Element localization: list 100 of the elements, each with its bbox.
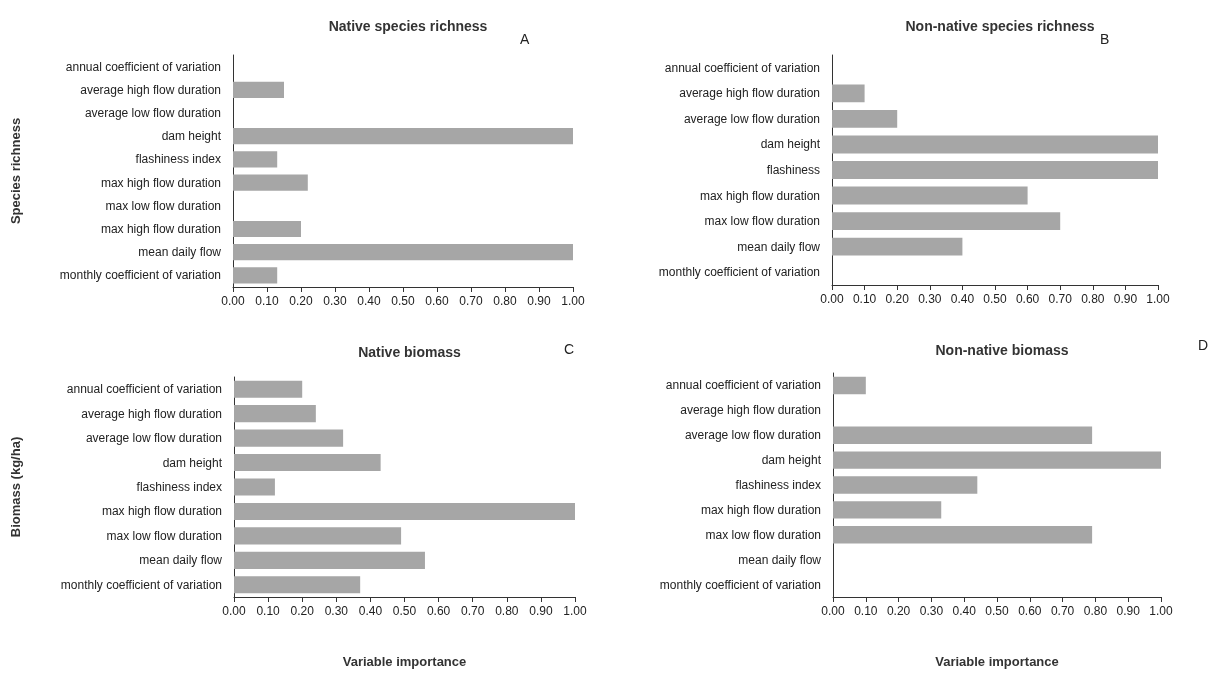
x-tick-label: 0.90 xyxy=(1116,604,1141,618)
y-tick-label: average high flow duration xyxy=(680,403,821,418)
bar xyxy=(234,527,402,545)
bar xyxy=(233,81,284,98)
x-tick-label: 0.90 xyxy=(529,604,553,618)
bar xyxy=(233,267,278,284)
x-tick-label: 0.10 xyxy=(255,294,279,308)
y-tick-label: max low flow duration xyxy=(705,527,821,542)
bar xyxy=(833,501,942,519)
y-tick-label: monthly coefficient of variation xyxy=(658,265,820,280)
bar xyxy=(233,174,308,191)
x-axis-title: Variable importance xyxy=(342,654,467,669)
y-tick-label: monthly coefficient of variation xyxy=(659,577,821,592)
bar xyxy=(832,135,1158,154)
x-tick-label: 0.90 xyxy=(527,294,551,308)
y-tick-label: monthly coefficient of variation xyxy=(60,577,222,592)
bar xyxy=(233,151,278,168)
x-tick-label: 0.80 xyxy=(1083,604,1108,618)
x-tick-label: 0.30 xyxy=(324,604,349,618)
text: C xyxy=(564,341,575,357)
x-tick-label: 0.20 xyxy=(290,604,315,618)
x-tick-label: 0.20 xyxy=(885,292,910,306)
y-tick-label: annual coefficient of variation xyxy=(664,60,820,75)
x-tick-label: 0.20 xyxy=(289,294,313,308)
x-tick-label: 0.10 xyxy=(852,292,877,306)
y-tick-label: monthly coefficient of variation xyxy=(59,268,221,283)
x-tick-label: 0.40 xyxy=(950,292,975,306)
y-axis-title: Biomass (kg/ha) xyxy=(8,436,23,538)
bar xyxy=(233,128,573,145)
bar xyxy=(833,451,1161,469)
bar xyxy=(234,576,361,594)
y-tick-label: max low flow duration xyxy=(105,198,221,213)
y-tick-label: max low flow duration xyxy=(704,214,820,229)
bar xyxy=(234,478,275,496)
chart-title: Non-native species richness xyxy=(905,18,1095,34)
y-tick-label: flashiness index xyxy=(136,480,222,494)
x-axis-title: Variable importance xyxy=(935,654,1059,669)
bar xyxy=(832,109,898,128)
x-tick-label: 0.80 xyxy=(493,294,517,308)
bar xyxy=(832,161,1158,179)
chart-title: Native biomass xyxy=(358,344,462,360)
y-tick-label: average low flow duration xyxy=(683,111,820,126)
bar xyxy=(833,476,978,494)
x-tick-label: 0.60 xyxy=(1015,292,1040,306)
x-tick-label: 0.60 xyxy=(426,604,451,618)
y-tick-label: max low flow duration xyxy=(106,528,222,543)
y-tick-label: average low flow duration xyxy=(84,106,221,120)
y-tick-label: average high flow duration xyxy=(679,86,820,101)
y-tick-label: mean daily flow xyxy=(138,245,222,260)
x-tick-label: 0.00 xyxy=(821,604,845,618)
bar xyxy=(233,244,573,261)
x-tick-label: 0.70 xyxy=(459,294,483,308)
y-tick-label: average low flow duration xyxy=(684,428,821,443)
x-tick-label: 0.30 xyxy=(919,604,944,618)
x-tick-label: 0.80 xyxy=(495,604,519,618)
x-tick-label: 0.40 xyxy=(357,294,381,308)
y-axis-title: Species richness xyxy=(8,117,23,225)
bar xyxy=(832,237,963,256)
bar xyxy=(234,429,344,447)
y-tick-label: annual coefficient of variation xyxy=(665,378,821,393)
text: A xyxy=(520,31,530,47)
bar xyxy=(832,186,1028,205)
y-tick-label: annual coefficient of variation xyxy=(66,382,222,397)
x-tick-label: 0.20 xyxy=(886,604,911,618)
bar xyxy=(832,212,1061,231)
chart-title: Native species richness xyxy=(328,18,488,34)
y-tick-label: max high flow duration xyxy=(700,502,821,517)
bar xyxy=(832,84,865,103)
x-tick-label: 1.00 xyxy=(561,294,585,308)
bar xyxy=(833,376,866,395)
x-tick-label: 0.70 xyxy=(1048,292,1073,306)
x-tick-label: 0.80 xyxy=(1081,292,1105,306)
x-tick-label: 0.70 xyxy=(1050,604,1075,618)
y-tick-label: flashiness index xyxy=(735,478,821,492)
y-tick-label: flashiness xyxy=(766,163,820,177)
y-tick-label: dam height xyxy=(761,453,822,468)
bar xyxy=(233,220,301,238)
x-tick-label: 0.50 xyxy=(983,292,1007,306)
bar xyxy=(234,380,303,398)
x-tick-label: 0.00 xyxy=(222,604,246,618)
y-tick-label: dam height xyxy=(760,137,821,152)
x-tick-label: 1.00 xyxy=(1149,604,1173,618)
x-tick-label: 0.00 xyxy=(221,294,245,308)
y-tick-label: mean daily flow xyxy=(737,239,821,254)
x-tick-label: 0.50 xyxy=(392,604,417,618)
bar xyxy=(833,526,1093,544)
y-tick-label: mean daily flow xyxy=(738,552,822,567)
x-tick-label: 0.60 xyxy=(1018,604,1042,618)
x-tick-label: 0.50 xyxy=(985,604,1009,618)
y-tick-label: flashiness index xyxy=(135,152,221,167)
y-tick-label: max high flow duration xyxy=(100,175,221,190)
y-tick-label: average low flow duration xyxy=(85,431,222,446)
text: B xyxy=(1100,31,1110,47)
bar xyxy=(234,551,425,569)
x-tick-label: 0.10 xyxy=(256,604,281,618)
x-tick-label: 0.30 xyxy=(323,294,347,308)
y-tick-label: annual coefficient of variation xyxy=(65,59,221,74)
y-tick-label: dam height xyxy=(162,455,223,470)
x-tick-label: 0.30 xyxy=(918,292,942,306)
y-tick-label: dam height xyxy=(161,129,222,144)
